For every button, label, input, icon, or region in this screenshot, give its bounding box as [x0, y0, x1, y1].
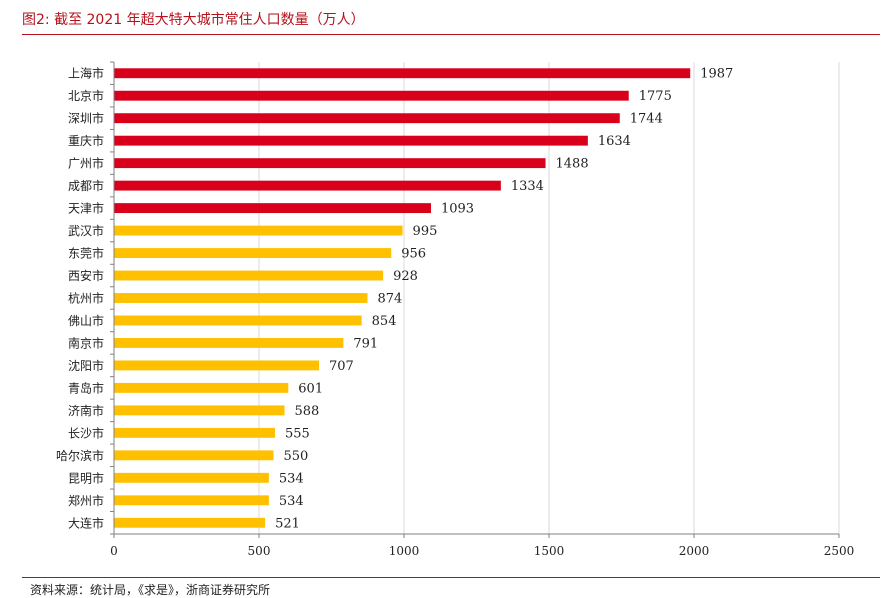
category-label: 上海市 [68, 66, 104, 81]
category-label: 杭州市 [68, 291, 104, 306]
bar [114, 135, 588, 146]
category-label: 长沙市 [68, 425, 104, 440]
x-tick-label: 2500 [824, 544, 855, 558]
bar [114, 517, 266, 528]
data-label: 1488 [556, 157, 589, 172]
bar [114, 427, 275, 438]
category-label: 重庆市 [68, 133, 104, 148]
labels: 1987 上海市 1775 北京市 1744 深圳市 1634 重庆市 1488 广州市 1334 成… [56, 66, 854, 558]
category-label: 天津市 [68, 201, 104, 216]
data-label: 1093 [441, 202, 474, 217]
bar [114, 248, 392, 258]
figure-title: 图2: 截至 2021 年超大特大城市常住人口数量（万人） [22, 12, 365, 28]
bar [114, 472, 269, 483]
category-label: 沈阳市 [68, 358, 104, 373]
data-label: 588 [295, 404, 320, 419]
bar [114, 293, 368, 303]
bar [114, 158, 546, 169]
data-label: 550 [284, 449, 309, 464]
data-label: 534 [279, 471, 304, 486]
category-label: 佛山市 [68, 313, 104, 328]
bar [114, 225, 403, 236]
source-note: 资料来源：统计局，《求是》，浙商证券研究所 [30, 583, 271, 597]
category-label: 济南市 [68, 403, 104, 418]
bar [114, 405, 285, 416]
x-tick-label: 500 [248, 544, 271, 558]
bar [114, 382, 289, 393]
data-label: 1744 [630, 112, 663, 127]
data-label: 534 [279, 494, 304, 509]
category-label: 深圳市 [68, 111, 104, 126]
category-label: 北京市 [68, 88, 104, 103]
data-label: 521 [275, 516, 300, 531]
bar [114, 315, 362, 326]
x-tick-label: 2000 [679, 544, 710, 558]
bar [114, 90, 629, 101]
category-label: 南京市 [68, 335, 104, 350]
bar [114, 180, 501, 191]
bars [114, 68, 691, 528]
source-divider [22, 577, 880, 578]
category-label: 武汉市 [68, 223, 104, 238]
x-tick-label: 0 [110, 544, 118, 558]
bar [114, 495, 269, 506]
data-label: 1987 [700, 67, 733, 82]
bar [114, 203, 431, 214]
data-label: 874 [377, 292, 402, 307]
category-label: 哈尔滨市 [56, 448, 104, 463]
bar [114, 113, 620, 124]
data-label: 1775 [639, 89, 672, 104]
bar-chart: 1987 上海市 1775 北京市 1744 深圳市 1634 重庆市 1488 广州市 1334 成… [56, 61, 854, 558]
data-label: 1634 [598, 134, 631, 149]
category-label: 成都市 [68, 178, 104, 193]
category-label: 东莞市 [68, 246, 104, 261]
data-label: 555 [285, 426, 310, 441]
data-label: 928 [393, 269, 418, 284]
category-label: 大连市 [68, 515, 104, 530]
axes [110, 61, 840, 538]
data-label: 1334 [511, 179, 544, 194]
data-label: 956 [401, 247, 426, 262]
bar [114, 450, 274, 461]
category-label: 郑州市 [68, 493, 104, 508]
x-tick-label: 1500 [534, 544, 565, 558]
bar [114, 68, 691, 79]
category-label: 昆明市 [68, 470, 104, 485]
bar [114, 360, 320, 371]
data-label: 707 [329, 359, 354, 374]
data-label: 601 [298, 381, 323, 396]
bar [114, 338, 344, 348]
data-label: 791 [353, 336, 378, 351]
category-label: 青岛市 [68, 380, 104, 395]
category-label: 西安市 [68, 268, 104, 283]
bar [114, 270, 384, 281]
data-label: 995 [413, 224, 438, 239]
title-divider [22, 34, 880, 35]
x-tick-label: 1000 [389, 544, 420, 558]
category-label: 广州市 [68, 156, 104, 171]
data-label: 854 [372, 314, 397, 329]
